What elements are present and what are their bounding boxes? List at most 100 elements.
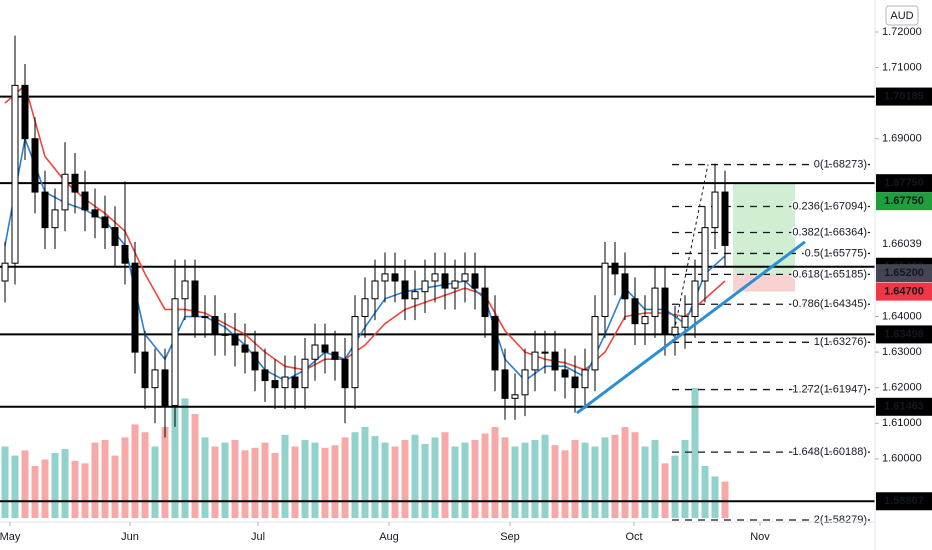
candle-body [721,191,729,246]
candle-body [351,316,359,389]
volume-bar [121,437,129,518]
candle-body [181,280,189,300]
y-tick-label: 1.61000 [882,417,922,429]
level-price-label: 1.67750 [884,177,924,189]
volume-bar [151,446,159,518]
level-price-box [876,397,932,416]
candle-body [571,376,579,389]
candle-body [361,298,369,318]
fib-label: 0.236(1.67094) [792,200,867,212]
candle-body [311,344,319,360]
volume-bar [341,437,349,518]
volume-bar [361,427,369,518]
x-tick-label: Aug [379,531,399,543]
candle-body [631,298,639,325]
volume-bar [651,440,659,518]
volume-bar [541,434,549,518]
current-price-label: 1.66039 [882,238,922,250]
plot-area: 0(1.68273) 0.236(1.67094) 0.382(1.66364) 0.… [0,35,875,527]
entry-price-label: 1.65200 [884,267,924,279]
candle-body [201,316,209,319]
y-tick-label: 1.63000 [882,346,922,358]
x-tick-label: Jul [251,531,265,543]
volume-bar [691,388,699,518]
volume-bar [11,455,19,518]
fib-label: 1(1.63276) [814,336,867,348]
candle-body [611,262,619,275]
fib-label: 0.5(1.65775) [805,247,867,259]
volume-bar [591,446,599,518]
volume-bar [701,466,709,518]
volume-bar [171,407,179,518]
candle-body [31,138,39,193]
candle-body [441,273,449,289]
level-price-label: 1.58807 [884,495,924,507]
candle-body [411,291,419,300]
currency-box[interactable] [885,5,919,26]
volume-bar [81,463,89,518]
candle-body [331,351,339,360]
level-price-label: 1.63498 [884,328,924,340]
candle-body [431,273,439,282]
x-tick-label: Oct [625,531,642,543]
volume-bar [421,443,429,518]
volume-bar [311,442,319,518]
entry-price-box [876,264,932,283]
volume-bar [511,446,519,518]
volume-bar [101,440,109,518]
candle-body [41,191,49,229]
level-price-box [876,87,932,106]
candle-body [421,280,429,293]
candle-body [281,376,289,389]
volume-bar [251,447,259,518]
y-tick-label: 1.69000 [882,133,922,145]
candle-body [221,333,229,336]
profit-zone [733,183,795,274]
volume-bar [641,446,649,518]
candle-body [111,227,119,246]
candle-body [481,287,489,318]
fib-label: 2(1.58279) [814,514,867,526]
x-tick-label: Nov [750,531,770,543]
fib-label: 0.618(1.65185) [792,268,867,280]
volume-bar [351,432,359,518]
volume-bar [611,434,619,518]
candle-body [621,273,629,300]
candle-body [161,369,169,406]
volume-bar [711,476,719,518]
volume-bar [181,398,189,518]
volume-bar [471,440,479,518]
volume-bar [411,434,419,518]
candle-body [531,351,539,371]
volume-bar [61,449,69,518]
volume-bar [111,455,119,518]
candle-body [301,358,309,389]
candle-body [641,316,649,325]
y-tick-label: 1.62000 [882,382,922,394]
candle-body [11,84,19,264]
candle-body [231,333,239,346]
volume-bar [481,433,489,518]
x-tick-label: May [0,531,21,543]
candle-body [101,216,109,229]
volume-bar [191,414,199,518]
candle-body [211,316,219,335]
volume-bar [141,432,149,518]
candle-body [371,280,379,300]
x-tick-label: Jun [121,531,139,543]
volume-bar [681,440,689,518]
volume-bar [321,447,329,518]
candle-body [491,316,499,371]
volume-bar [51,453,59,518]
volume-bar [281,434,289,518]
candle-body [151,369,159,389]
candle-body [261,369,269,382]
volume-bar [331,445,339,518]
candle-body [51,209,59,229]
candle-body [551,351,559,371]
candle-body [341,358,349,389]
target-price-box [876,192,932,211]
candle-body [321,344,329,353]
volume-bar [201,437,209,518]
volume-bar [621,427,629,518]
